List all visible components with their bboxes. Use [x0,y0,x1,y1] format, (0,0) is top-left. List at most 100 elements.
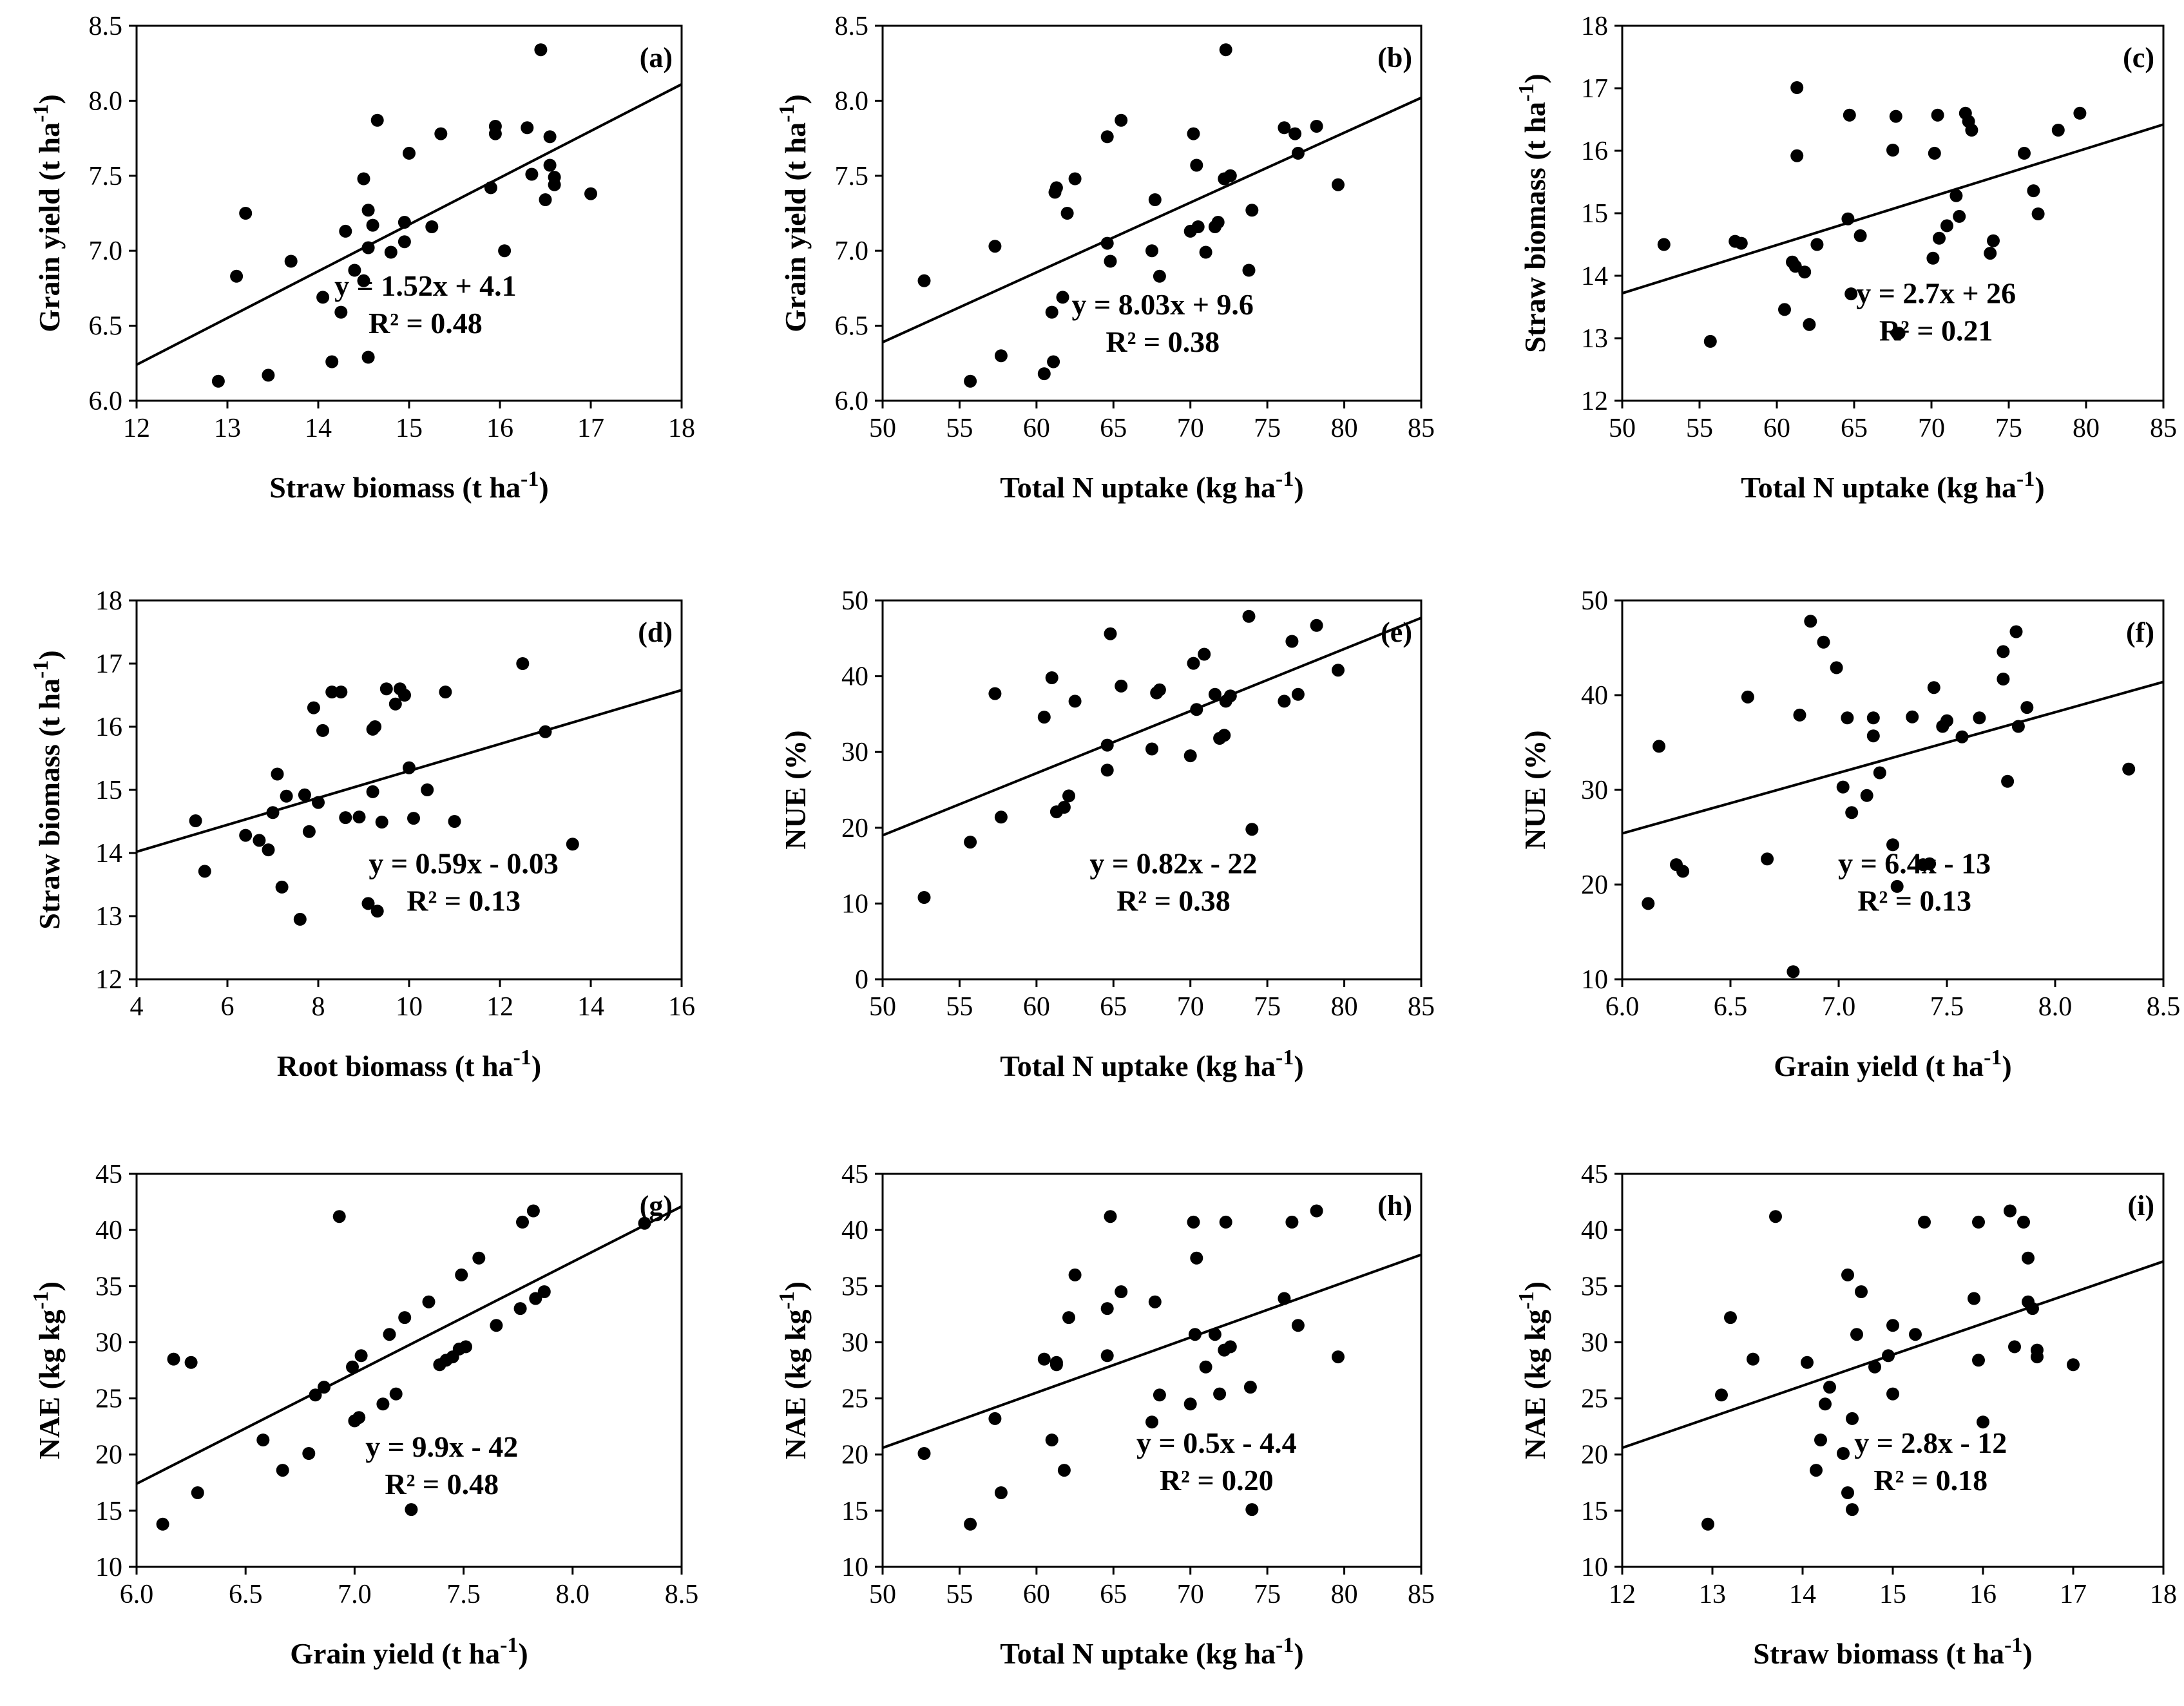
r-squared: R² = 0.48 [369,307,483,340]
y-axis-title-text: NUE (%) [779,730,812,849]
y-tick-label: 10 [841,1553,868,1582]
panel-label: (b) [1377,42,1412,73]
data-point [1657,238,1671,251]
y-tick-label: 20 [1581,1441,1608,1470]
x-axis-title-text: Grain yield (t ha [1774,1049,1984,1082]
data-point [917,1447,931,1460]
data-point [211,374,225,388]
data-point [1803,318,1816,331]
data-point [1850,1328,1863,1341]
x-tick-label: 75 [1254,992,1281,1022]
x-tick-label: 15 [396,414,423,443]
data-point [1889,110,1902,123]
data-point [1243,1381,1257,1394]
trend-line [882,96,1422,344]
y-tick-label: 25 [1581,1385,1608,1414]
data-point [994,810,1008,824]
x-axis-title-close: ) [532,1049,541,1082]
x-axis-title-close: ) [1294,471,1303,504]
x-axis-title-text: Straw biomass (t ha [269,471,521,504]
data-point [1866,729,1880,743]
data-point [275,880,289,894]
data-point [1187,657,1200,670]
x-axis-title: Grain yield (t ha-1) [1774,1046,2012,1082]
scatter-panel: 50 55 60 65 70 75 80 85 0 10 20 30 40 50 (e) y = 0.82x … [779,586,1435,1082]
x-tick-label: 8.0 [556,1580,590,1609]
data-point [1886,838,1899,852]
data-point [498,244,512,258]
data-point [1068,695,1082,708]
data-point [1278,121,1291,135]
data-point [1104,1210,1117,1223]
y-axis-title-text: Straw biomass (t ha [1518,102,1551,353]
data-point [1823,1381,1836,1394]
data-point [1332,1350,1345,1364]
x-tick-label: 70 [1177,414,1204,443]
y-axis-title-close: ) [779,94,812,104]
x-tick-label: 8.5 [2147,992,2181,1022]
data-point [1801,1356,1814,1369]
data-point [1115,113,1128,127]
panel-label: (h) [1377,1190,1412,1222]
y-tick-label: 13 [95,902,122,932]
data-point [425,220,439,233]
panel-label: (g) [640,1190,673,1222]
r-squared: R² = 0.13 [1857,884,1971,917]
y-axis-title-text: NAE (kg kg [1518,1310,1551,1460]
regression-equation: y = 9.9x - 42 [365,1430,518,1463]
y-axis-title-close: ) [779,1281,812,1291]
scatter-panel: 4 6 8 10 12 14 16 12 13 14 15 16 17 18 (d) y = 0.59x - … [29,586,695,1082]
data-point [1057,801,1071,814]
x-tick-label: 60 [1023,1580,1050,1609]
data-point [1068,1268,1082,1281]
data-point [1183,749,1197,763]
data-point [2067,1358,2080,1372]
data-point [1804,615,1817,628]
regression-equation: y = 0.82x - 22 [1089,847,1257,879]
data-point [1223,169,1237,182]
y-tick-label: 0 [855,965,868,995]
y-tick-label: 10 [95,1553,122,1582]
x-tick-label: 75 [1254,414,1281,443]
trend-line [136,83,682,366]
x-tick-label: 85 [1408,992,1435,1022]
data-point [1310,618,1323,632]
r-squared: R² = 0.18 [1873,1464,1988,1497]
x-axis-title-superscript: -1 [1984,1046,2002,1069]
x-tick-label: 80 [2073,414,2100,443]
x-axis-title: Grain yield (t ha-1) [290,1633,528,1670]
data-point [1145,742,1158,756]
data-point [1973,711,1986,725]
x-tick-label: 7.5 [1930,992,1964,1022]
data-point [1223,1340,1237,1354]
data-point [1997,673,2010,685]
scatter-panel: 6.0 6.5 7.0 7.5 8.0 8.5 10 20 30 40 50 (f) y = 6.4x … [1518,586,2180,1082]
x-axis-title-superscript: -1 [1276,467,1294,491]
data-point [566,838,579,851]
x-axis-title-close: ) [1294,1637,1303,1670]
regression-equation: y = 6.4x - 13 [1838,847,1991,879]
data-point [1923,857,1937,870]
panel-label: (c) [2123,42,2154,73]
x-tick-label: 50 [869,414,896,443]
y-tick-label: 8.0 [89,86,123,116]
data-point [1153,269,1166,283]
data-point [189,814,202,827]
panel-label: (i) [2127,1190,2154,1222]
regression-equation: y = 0.5x - 4.4 [1136,1426,1297,1459]
data-point [1198,647,1211,661]
data-point [1906,710,1919,724]
data-point [1769,1210,1782,1223]
data-point [1868,1360,1881,1374]
scatter-panel: 50 55 60 65 70 75 80 85 6.0 6.5 7.0 7.5 8.0 8.5 (b) y =… [775,12,1435,504]
data-point [1940,714,1953,727]
data-point [334,305,348,319]
data-point [1652,740,1666,753]
data-point [1841,1486,1854,1499]
x-tick-label: 15 [1879,1580,1906,1609]
y-tick-label: 50 [1581,586,1608,616]
y-tick-label: 16 [1581,137,1608,166]
data-point [1886,144,1899,157]
data-point [1104,627,1117,640]
data-point [1928,146,1941,160]
